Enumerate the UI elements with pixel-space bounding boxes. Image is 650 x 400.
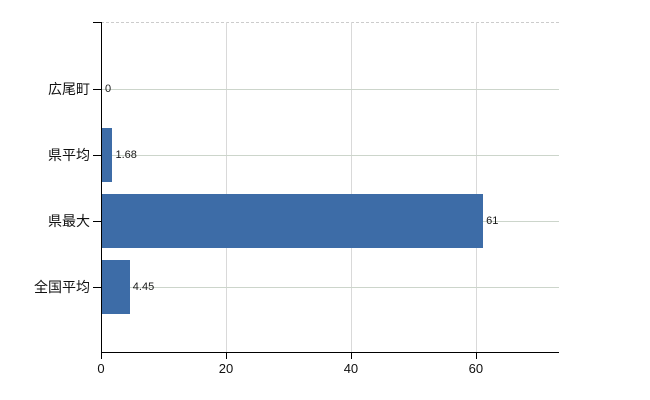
bar-value-label: 61 — [486, 215, 499, 227]
category-axis: 広尾町県平均県最大全国平均 — [0, 22, 93, 353]
category-gridline — [102, 287, 559, 288]
category-label: 広尾町 — [48, 81, 90, 97]
x-axis-line — [101, 352, 559, 353]
bar — [102, 260, 130, 314]
y-axis-tick — [93, 287, 102, 288]
x-tick-label: 0 — [97, 361, 105, 376]
y-axis-tick — [93, 221, 102, 222]
vertical-gridline — [350, 22, 352, 352]
category-label: 県最大 — [48, 213, 90, 229]
x-axis-tick — [350, 353, 352, 359]
category-gridline — [102, 155, 559, 156]
category-gridline — [102, 89, 559, 90]
bar-value-label: 0 — [105, 83, 112, 95]
bar-value-label: 1.68 — [115, 149, 137, 161]
vertical-gridline — [475, 22, 477, 352]
category-label: 県平均 — [48, 147, 90, 163]
x-axis-tick — [101, 353, 102, 359]
category-label: 全国平均 — [34, 279, 90, 295]
bar — [102, 128, 113, 182]
bar-value-label: 4.45 — [132, 281, 155, 293]
bar — [102, 194, 484, 248]
x-axis-tick — [475, 353, 477, 359]
plot-area: 0 20 40 60 0 1.68 61 4.45 — [93, 22, 559, 376]
y-axis-top-tick — [93, 22, 102, 23]
y-axis-tick — [93, 155, 102, 156]
x-tick-label: 40 — [343, 361, 359, 376]
vertical-gridline — [225, 22, 227, 352]
y-axis-tick — [93, 89, 102, 90]
x-tick-label: 60 — [468, 361, 484, 376]
plot-top-border — [101, 22, 559, 23]
x-tick-label: 20 — [218, 361, 234, 376]
y-axis-line — [101, 22, 102, 353]
x-axis-tick — [225, 353, 227, 359]
